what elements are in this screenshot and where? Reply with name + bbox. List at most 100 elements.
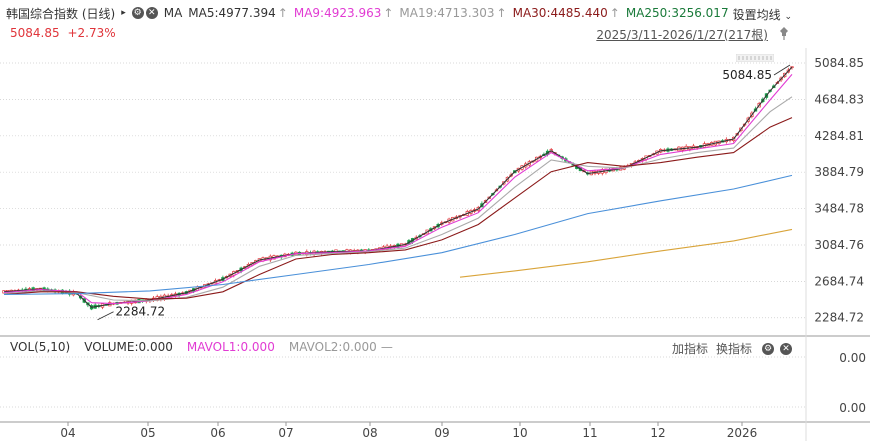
y-tick-label: 4684.83 (814, 92, 864, 106)
candle-body (648, 154, 652, 157)
candle-body (232, 271, 236, 276)
ma5-line (3, 66, 793, 308)
pin-icon[interactable] (778, 26, 790, 40)
candle-body (119, 301, 123, 304)
candle-body (531, 160, 535, 163)
candle-body (316, 251, 320, 254)
candle-body (337, 250, 342, 253)
candle-body (5, 290, 10, 294)
candle-body (779, 77, 783, 81)
candle-body (140, 299, 145, 302)
ma19-value: MA19:4713.303 (399, 6, 495, 20)
dropdown-triangle-icon[interactable]: ▸ (121, 8, 126, 18)
candle-body (669, 148, 674, 151)
candle-body (505, 176, 510, 182)
candle-body (454, 216, 459, 219)
candle-body (524, 163, 528, 168)
candle-body (323, 251, 327, 254)
gear-icon[interactable]: ⚙ (762, 342, 774, 355)
candle-body (126, 300, 130, 304)
candle-body (491, 193, 495, 196)
candle-body (640, 158, 645, 161)
candle-body (520, 165, 524, 170)
candle-body (600, 169, 604, 174)
candle-body (272, 255, 276, 260)
candle-body (447, 218, 451, 223)
candle-body (538, 155, 542, 159)
candle-body (396, 243, 400, 248)
candle-body (319, 251, 324, 254)
close-icon[interactable]: ✕ (145, 7, 158, 19)
candle-body (20, 289, 24, 292)
candle-body (684, 145, 688, 151)
candle-body (534, 156, 539, 162)
candle-body (283, 253, 287, 258)
range-slider-handle[interactable] (736, 54, 774, 62)
candle-body (111, 302, 116, 305)
candle-body (637, 160, 641, 163)
candle-body (673, 148, 677, 151)
x-tick-label: 12 (650, 426, 665, 440)
candle-body (688, 146, 692, 150)
candle-body (633, 161, 637, 165)
candle-body (224, 275, 229, 279)
candle-body (308, 252, 313, 254)
candle-body (100, 303, 105, 308)
x-tick-label: 05 (140, 426, 155, 440)
ma-settings-button[interactable]: 设置均线 ⌄ (733, 6, 792, 23)
y-tick-label: 2284.72 (814, 311, 864, 325)
candle-body (783, 72, 787, 78)
volume-value: VOLUME:0.000 (84, 340, 173, 354)
candle-body (235, 270, 240, 273)
candle-body (480, 203, 484, 208)
candle-body (399, 243, 404, 247)
candle-body (790, 66, 794, 69)
candle-body (768, 89, 772, 92)
candle-body (761, 98, 765, 103)
gear-icon[interactable]: ⚙ (131, 7, 144, 19)
candle-body (53, 289, 57, 293)
candle-body (290, 252, 294, 256)
candle-body (615, 167, 619, 171)
candle-body (170, 294, 174, 297)
candle-body (345, 249, 349, 254)
candle-body (516, 167, 521, 172)
candle-body (9, 289, 13, 293)
candle-body (68, 290, 72, 295)
close-icon[interactable]: ✕ (780, 342, 792, 355)
candle-body (217, 279, 221, 282)
candle-body (148, 298, 152, 302)
ma30-value: MA30:4485.440 (512, 6, 608, 20)
candle-body (115, 301, 119, 305)
candle-body (305, 251, 309, 255)
candle-body (618, 166, 623, 171)
candle-body (301, 252, 305, 255)
y-tick-label: 3884.79 (814, 165, 864, 179)
candle-body (49, 289, 54, 292)
date-range[interactable]: 2025/3/11-2026/1/27(217根) (596, 28, 768, 42)
candle-body (367, 249, 371, 253)
candle-body (239, 267, 243, 272)
candle-body (560, 156, 564, 159)
ma-header: 韩国综合指数 (日线) ▸ ⚙ ✕ MA MA5:4977.394 ↑ MA9:… (6, 5, 747, 21)
switch-indicator-button[interactable]: 换指标 (715, 342, 752, 356)
candle-body (644, 155, 648, 160)
candle-body (184, 291, 189, 295)
add-indicator-button[interactable]: 加指标 (671, 342, 708, 356)
ma_extra-line (459, 228, 793, 278)
candle-body (265, 257, 269, 261)
candle-body (586, 172, 590, 175)
candle-body (268, 255, 272, 261)
candle-body (60, 289, 65, 294)
low-annotation: 2284.72 (116, 305, 166, 319)
candle-body (578, 166, 583, 172)
candle-body (213, 280, 218, 284)
indicator-controls: 加指标 换指标 ⚙ ✕ (666, 340, 792, 357)
candle-body (753, 108, 758, 112)
candle-body (655, 150, 659, 155)
candle-body (604, 168, 608, 173)
ma9-value: MA9:4923.963 (293, 6, 382, 20)
candle-body (702, 143, 707, 148)
candle-body (86, 302, 90, 306)
